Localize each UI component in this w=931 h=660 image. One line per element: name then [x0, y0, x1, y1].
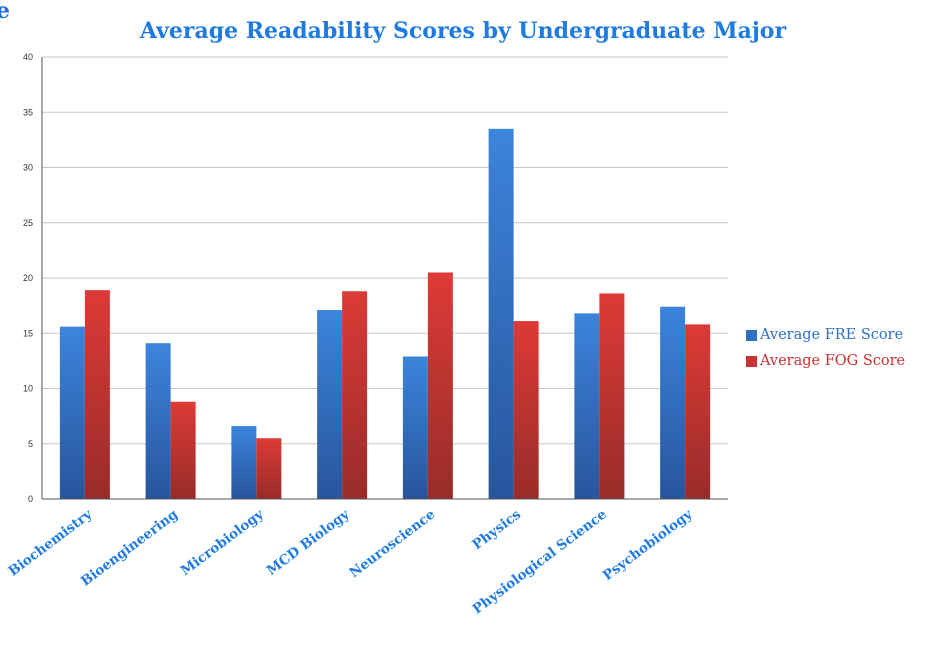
y-tick-label: 25: [23, 218, 33, 228]
x-tick-label: Psychobiology: [600, 506, 697, 584]
bar-fog: [427, 272, 453, 499]
bar-fog: [599, 293, 625, 499]
axes: [41, 57, 728, 500]
y-tick-label: 35: [23, 107, 33, 117]
y-tick-label: 5: [28, 439, 33, 449]
bars: [59, 128, 711, 499]
y-tick-label: 10: [23, 384, 33, 394]
legend: Average FRE Score Average FOG Score: [746, 322, 905, 374]
bar-fog: [256, 438, 282, 499]
bar-fog: [170, 401, 196, 499]
y-tick-label: 30: [23, 163, 33, 173]
bar-fog: [513, 321, 539, 499]
corner-text-fragment: e: [0, 0, 10, 24]
legend-item-fre: Average FRE Score: [746, 322, 905, 348]
chart-title: Average Readability Scores by Undergradu…: [139, 18, 787, 44]
legend-label-fre: Average FRE Score: [760, 327, 904, 343]
legend-swatch-fog: [746, 355, 757, 367]
bar-fre: [660, 306, 686, 499]
y-axis-ticks: 0 5 10 15 20 25 30 35 40: [23, 52, 33, 504]
y-tick-label: 15: [23, 328, 33, 338]
gridlines: [42, 56, 728, 445]
y-tick-label: 40: [23, 52, 33, 62]
legend-swatch-fre: [746, 329, 757, 341]
bar-fog: [342, 291, 368, 499]
legend-label-fog: Average FOG Score: [760, 353, 906, 369]
y-tick-label: 20: [23, 273, 33, 283]
x-tick-label: Biochemistry: [5, 506, 96, 580]
legend-item-fog: Average FOG Score: [746, 348, 905, 374]
y-tick-label: 0: [28, 494, 33, 504]
bar-fre: [145, 343, 171, 499]
x-tick-label: MCD Biology: [264, 506, 354, 579]
bar-fre: [488, 128, 514, 499]
bar-fre: [317, 310, 343, 499]
bar-fog: [685, 324, 711, 499]
bar-fog: [84, 290, 110, 499]
x-tick-label: Microbiology: [178, 506, 268, 579]
bar-fre: [231, 426, 257, 499]
x-tick-label: Physics: [469, 506, 524, 553]
x-axis-ticks: BiochemistryBioengineeringMicrobiologyMC…: [5, 506, 696, 618]
bar-fre: [59, 326, 85, 499]
bar-fre: [574, 313, 600, 499]
x-tick-label: Neuroscience: [346, 506, 438, 581]
bar-fre: [402, 356, 428, 499]
